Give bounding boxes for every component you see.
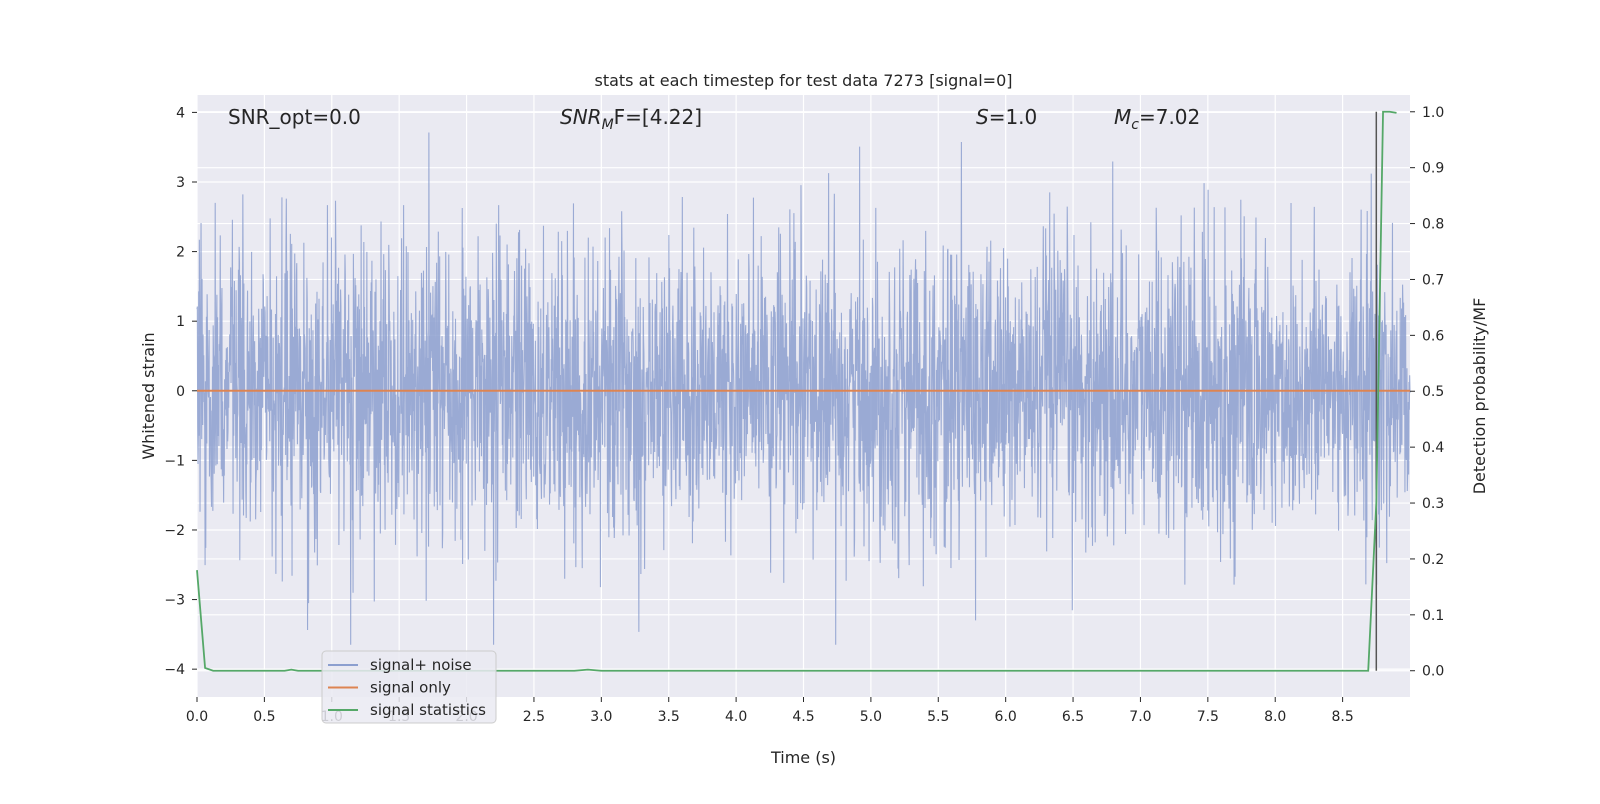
mc-value: =7.02 [1139,105,1200,129]
x-tick-label: 3.5 [658,709,680,725]
x-tick-label: 3.0 [590,709,612,725]
series-layer [196,110,1411,672]
x-tick-label: 6.5 [1062,709,1084,725]
x-tick-label: 7.0 [1129,709,1151,725]
y-tick-label: −3 [164,593,185,609]
y-tick-label: 3 [176,175,185,191]
annotation-snr-mf: SNRMF=[4.22] [560,105,702,133]
y-tick-label-right: 0.1 [1422,608,1444,624]
legend-label: signal statistics [370,701,486,719]
x-tick-label: 2.5 [523,709,545,725]
y-tick-label-right: 0.8 [1422,217,1444,233]
y-tick-label-right: 0.0 [1422,664,1444,680]
legend: signal+ noise signal only signal statistic… [321,650,497,724]
y-tick-label: −1 [164,453,185,469]
x-tick-label: 4.5 [792,709,814,725]
y-axis-label: Whitened strain [139,332,158,459]
y-tick-label-right: 0.4 [1422,440,1444,456]
y-tick-label-right: 0.6 [1422,328,1444,344]
x-tick-label: 4.0 [725,709,747,725]
x-tick-label: 5.5 [927,709,949,725]
legend-box [321,650,497,724]
y-tick-label-right: 0.9 [1422,161,1444,177]
y-tick-label-right: 0.2 [1422,552,1444,568]
y-tick-label: 4 [176,105,185,121]
y-tick-label-right: 0.7 [1422,272,1444,288]
y-tick-label: 1 [176,314,185,330]
x-tick-label: 8.0 [1264,709,1286,725]
legend-label: signal only [370,679,451,697]
y-axis-label-right: Detection probability/MF [1470,298,1489,495]
y-tick-label: −2 [164,523,185,539]
x-axis-label: Time (s) [770,748,836,767]
s-value: =1.0 [989,105,1038,129]
legend-items: signal+ noise signal only signal statistic… [328,656,486,719]
y-tick-label-right: 0.3 [1422,496,1444,512]
snr-mf-prefix: SNR [560,105,602,129]
x-tick-label: 0.5 [253,709,275,725]
y-tick-label-right: 0.5 [1422,384,1444,400]
series-signal-statistics [196,110,1397,672]
annotation-s: S=1.0 [976,105,1037,129]
snr-mf-subscript: M [602,117,614,133]
chart-title: stats at each timestep for test data 727… [594,71,1012,90]
mc-label: M [1114,105,1131,129]
x-tick-label: 6.0 [995,709,1017,725]
mc-subscript: c [1131,117,1139,133]
y-tick-label: 2 [176,245,185,261]
series-signal-noise [196,132,1411,645]
legend-label: signal+ noise [370,656,472,674]
x-tick-label: 7.5 [1197,709,1219,725]
y-tick-label: −4 [164,662,185,678]
y-tick-label: 0 [176,384,185,400]
axes: 0.00.51.01.52.02.53.03.54.04.55.05.56.06… [164,105,1444,725]
s-label: S [976,105,989,129]
annotation-snr-opt: SNR_opt=0.0 [228,105,361,129]
annotation-mc: Mc=7.02 [1114,105,1200,133]
x-tick-label: 0.0 [186,709,208,725]
snr-mf-suffix: F=[4.22] [614,105,702,129]
x-tick-label: 5.0 [860,709,882,725]
x-tick-label: 8.5 [1331,709,1353,725]
y-tick-label-right: 1.0 [1422,105,1444,121]
